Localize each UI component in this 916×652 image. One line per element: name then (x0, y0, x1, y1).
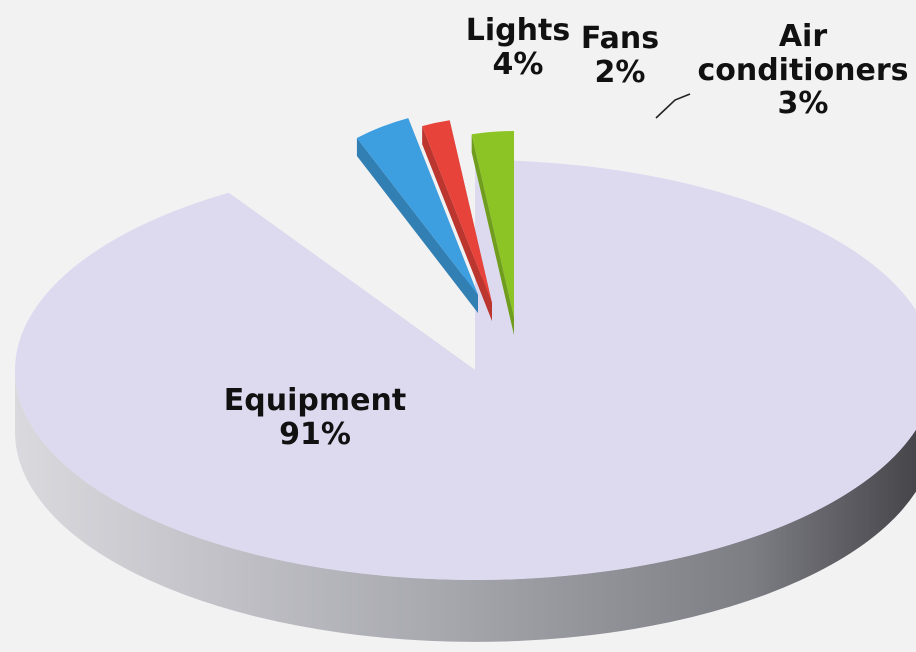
slice-equipment (15, 160, 916, 642)
slice-air-conditioners (471, 131, 514, 335)
slice-fans-top (422, 120, 492, 303)
leader-line-air-conditioners (655, 93, 691, 119)
slice-lights-cut (356, 137, 478, 313)
label-air-conditioners-line1: Air (778, 19, 828, 54)
slice-equipment-side (15, 370, 916, 642)
label-equipment: Equipment 91% (205, 384, 425, 451)
label-fans-value: 2% (594, 54, 646, 90)
slice-air-conditioners-cut (471, 134, 514, 335)
slice-lights (356, 118, 478, 313)
slice-lights-top (356, 118, 478, 295)
label-lights: Lights 4% (458, 14, 578, 81)
label-lights-name: Lights (465, 13, 571, 48)
label-fans-name: Fans (580, 21, 660, 56)
label-equipment-value: 91% (279, 416, 351, 452)
slice-air-conditioners-top (471, 131, 514, 317)
slice-equipment-top (15, 160, 916, 580)
label-lights-value: 4% (492, 46, 544, 82)
label-air-conditioners: Air conditioners 3% (690, 20, 916, 121)
label-equipment-name: Equipment (223, 383, 407, 418)
slice-fans (422, 120, 492, 321)
slice-fans-cut (422, 126, 492, 321)
label-fans: Fans 2% (565, 22, 675, 89)
label-air-conditioners-line2: conditioners (697, 52, 909, 88)
label-air-conditioners-value: 3% (777, 86, 829, 122)
